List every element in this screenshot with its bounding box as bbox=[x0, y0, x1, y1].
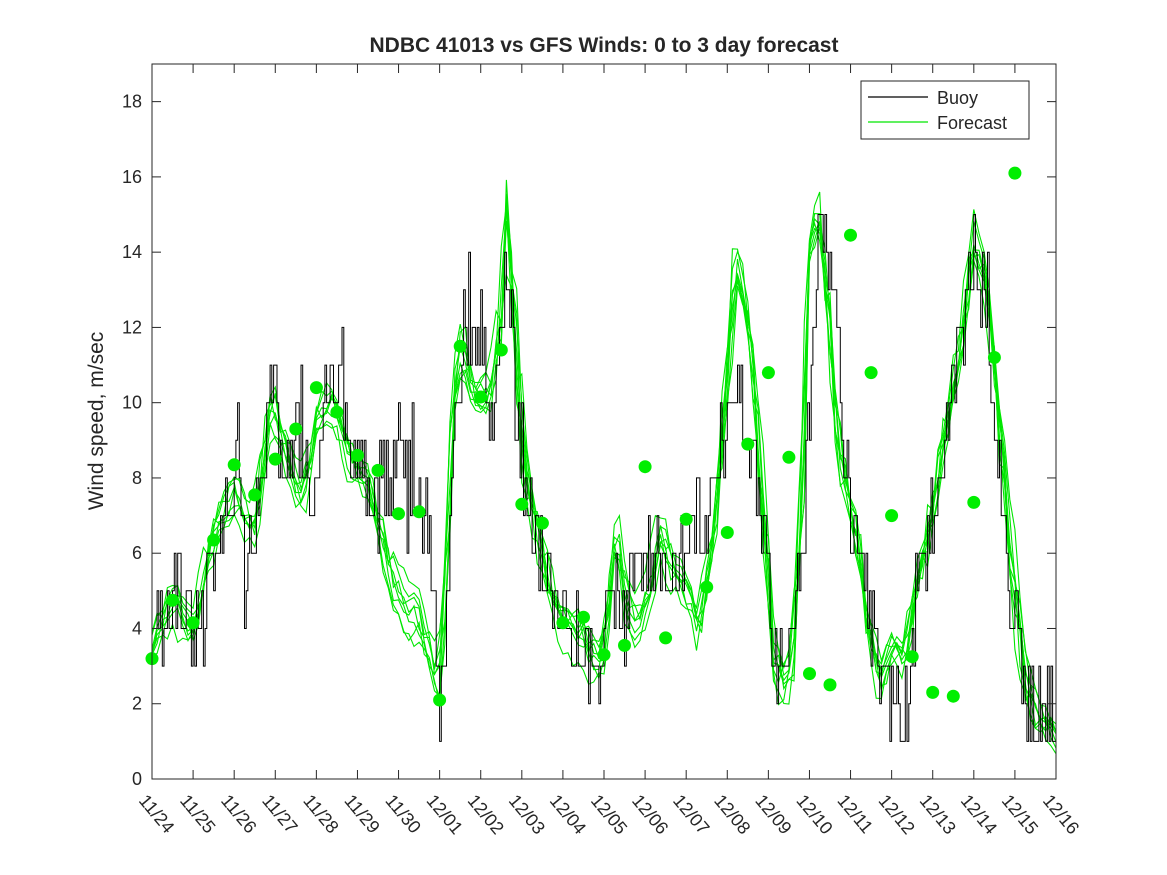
forecast-marker bbox=[577, 610, 590, 624]
forecast-marker bbox=[618, 638, 631, 652]
forecast-line bbox=[151, 206, 1057, 733]
forecast-marker bbox=[885, 509, 899, 523]
forecast-marker bbox=[987, 351, 1001, 364]
y-tick-label: 4 bbox=[132, 618, 142, 638]
forecast-marker bbox=[638, 460, 652, 474]
forecast-marker bbox=[289, 422, 303, 436]
buoy-line bbox=[152, 214, 1057, 742]
forecast-marker bbox=[803, 667, 816, 681]
forecast-marker bbox=[392, 507, 405, 521]
legend-box bbox=[860, 80, 1030, 140]
forecast-marker bbox=[515, 497, 529, 511]
forecast-marker bbox=[371, 463, 385, 477]
y-axis-label: Wind speed, m/sec bbox=[85, 332, 108, 511]
forecast-marker bbox=[412, 505, 426, 519]
forecast-marker bbox=[597, 648, 611, 662]
forecast-marker bbox=[946, 689, 960, 703]
forecast-marker bbox=[720, 526, 734, 539]
forecast-marker bbox=[679, 512, 693, 526]
forecast-marker bbox=[741, 437, 755, 451]
forecast-marker bbox=[967, 495, 981, 509]
forecast-marker bbox=[844, 228, 857, 242]
forecast-marker bbox=[330, 405, 344, 419]
forecast-marker bbox=[823, 678, 837, 692]
forecast-marker bbox=[474, 390, 488, 404]
forecast-marker bbox=[268, 452, 282, 466]
forecast-marker bbox=[351, 448, 364, 462]
forecast-marker bbox=[926, 685, 940, 699]
y-tick-label: 16 bbox=[122, 167, 142, 187]
forecast-line bbox=[151, 199, 1057, 731]
y-tick-label: 6 bbox=[132, 543, 142, 563]
legend-forecast-label: Forecast bbox=[937, 113, 1007, 133]
forecast-marker bbox=[782, 450, 796, 464]
y-tick-label: 2 bbox=[132, 694, 142, 714]
forecast-marker bbox=[700, 580, 714, 594]
y-tick-label: 14 bbox=[122, 242, 142, 262]
forecast-marker bbox=[864, 366, 878, 380]
y-axis: 0 2 4 6 8 10 12 14 16 18 bbox=[122, 92, 1056, 789]
forecast-marker bbox=[227, 458, 241, 472]
chart-title: NDBC 41013 vs GFS Winds: 0 to 3 day fore… bbox=[370, 34, 839, 57]
forecast-marker bbox=[248, 488, 262, 502]
forecast-marker bbox=[453, 339, 467, 353]
y-tick-label: 12 bbox=[122, 317, 142, 337]
forecast-marker bbox=[761, 366, 775, 380]
legend-buoy-label: Buoy bbox=[937, 88, 978, 108]
forecast-marker bbox=[494, 343, 508, 357]
y-tick-label: 18 bbox=[122, 92, 142, 112]
forecast-marker bbox=[433, 693, 447, 707]
forecast-markers bbox=[145, 166, 1022, 707]
legend: Buoy Forecast bbox=[860, 80, 1030, 140]
y-tick-label: 8 bbox=[132, 468, 142, 488]
forecast-marker bbox=[186, 616, 200, 630]
forecast-marker bbox=[659, 631, 673, 645]
forecast-marker bbox=[166, 593, 179, 607]
forecast-marker bbox=[556, 616, 570, 630]
y-tick-label: 10 bbox=[122, 393, 142, 413]
buoy-series bbox=[152, 214, 1057, 742]
y-tick-label: 0 bbox=[132, 769, 142, 789]
forecast-marker bbox=[309, 381, 323, 395]
forecast-marker bbox=[1008, 166, 1022, 180]
forecast-marker bbox=[207, 533, 221, 547]
forecast-marker bbox=[905, 650, 919, 664]
forecast-marker bbox=[535, 516, 549, 530]
